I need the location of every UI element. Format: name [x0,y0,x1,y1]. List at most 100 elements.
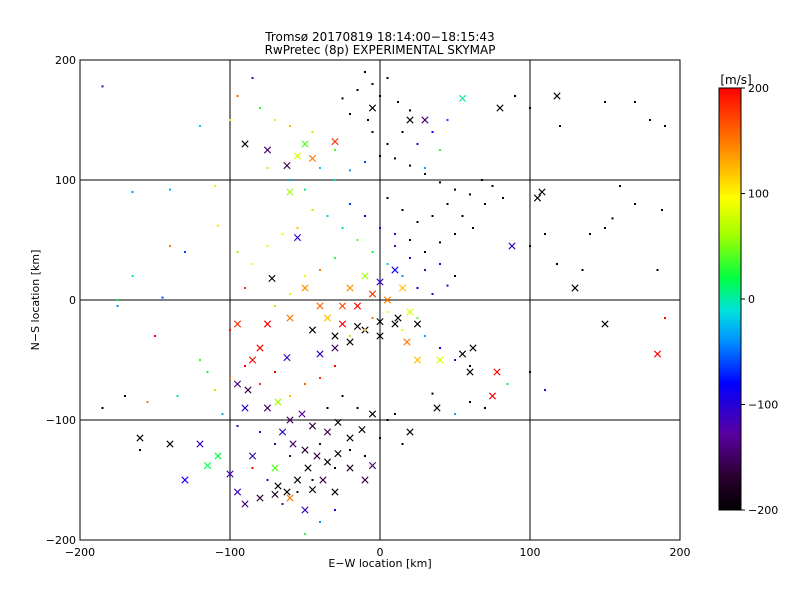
data-point-dot [296,227,299,229]
data-point-dot [274,443,276,445]
data-point-x [368,104,377,112]
data-point-dot [431,215,434,217]
data-point-dot [379,155,381,157]
data-point-dot [379,437,381,439]
data-point-x [493,368,501,376]
data-point-x [241,500,249,508]
data-point-dot [401,443,404,445]
data-point-dot [649,119,651,121]
data-point-dot [409,239,411,241]
data-point-dot [311,479,314,481]
data-point-dot [176,395,179,397]
data-point-x [338,320,347,328]
data-point-dot [371,251,374,253]
data-point-dot [371,131,374,133]
data-point-x [196,440,204,448]
data-point-x [331,138,339,146]
data-point-dot [446,284,449,287]
data-point-dot [529,107,531,109]
data-point-x [353,322,362,330]
data-point-x [394,314,402,322]
data-point-x [274,482,282,490]
data-point-x [368,290,377,298]
data-point-dot [229,377,231,379]
data-point-x [313,452,321,460]
data-point-x [278,428,287,436]
data-point-dot [251,467,254,469]
data-point-dot [274,305,276,307]
data-point-dot [319,269,321,271]
data-point-dot [334,467,336,469]
data-point-x [334,418,342,426]
data-point-dot [101,85,104,88]
data-point-dot [604,101,606,103]
data-point-x [436,356,444,364]
data-point-x [214,452,222,460]
data-point-x [293,476,302,484]
data-point-x [319,476,327,484]
data-point-x [383,296,392,304]
data-point-x [398,284,407,292]
data-point-x [538,188,546,196]
data-point-dot [484,203,486,205]
data-point-dot [364,71,366,73]
data-point-dot [349,203,351,205]
data-point-dot [274,119,276,121]
data-point-x [376,332,384,340]
data-point-dot [289,179,291,181]
data-point-x [413,356,422,364]
data-point-dot [341,97,344,100]
data-point-x [293,234,302,242]
data-point-dot [244,287,246,289]
data-point-x [316,350,324,358]
data-point-x [488,392,497,400]
data-point-dot [469,193,471,196]
data-point-dot [397,101,399,103]
data-point-dot [341,227,344,229]
data-point-dot [439,241,441,244]
data-point-x [256,494,264,502]
gridlines [80,60,680,540]
data-point-dot [131,191,134,193]
data-point-dot [664,317,666,319]
data-point-x [181,476,189,484]
data-point-x [308,326,317,334]
data-point-dot [266,245,269,247]
data-point-dot [529,371,531,373]
data-point-x [316,302,324,310]
data-point-dot [229,329,231,331]
data-point-dot [401,275,404,277]
data-point-x [406,116,414,124]
data-point-dot [386,311,389,313]
data-point-dot [514,95,516,97]
data-point-dot [281,233,284,235]
data-point-dot [281,503,284,505]
data-point-dot [409,164,411,167]
data-point-x [308,486,317,494]
y-tick-label: 100 [55,174,76,187]
data-point-x [368,410,377,418]
data-point-x [289,440,297,448]
data-point-x [323,428,332,436]
data-point-dot [334,365,336,367]
data-point-x [241,404,249,412]
data-point-x [308,422,317,430]
data-point-dot [154,335,156,337]
data-point-dot [364,329,366,331]
data-point-dot [661,209,663,211]
data-point-dot [581,269,584,271]
data-point-dot [491,185,494,187]
x-tick-label: 100 [520,546,541,559]
data-point-dot [439,181,441,184]
data-point-x [433,404,441,412]
data-point-x [256,344,264,352]
colorbar-tick-label: 100 [748,188,769,201]
data-point-x [346,338,354,346]
data-point-dot [206,371,209,373]
data-point-dot [386,419,389,421]
data-point-dot [221,413,224,415]
data-point-x [376,278,384,286]
data-point-x [268,274,276,282]
data-point-x [338,302,347,310]
